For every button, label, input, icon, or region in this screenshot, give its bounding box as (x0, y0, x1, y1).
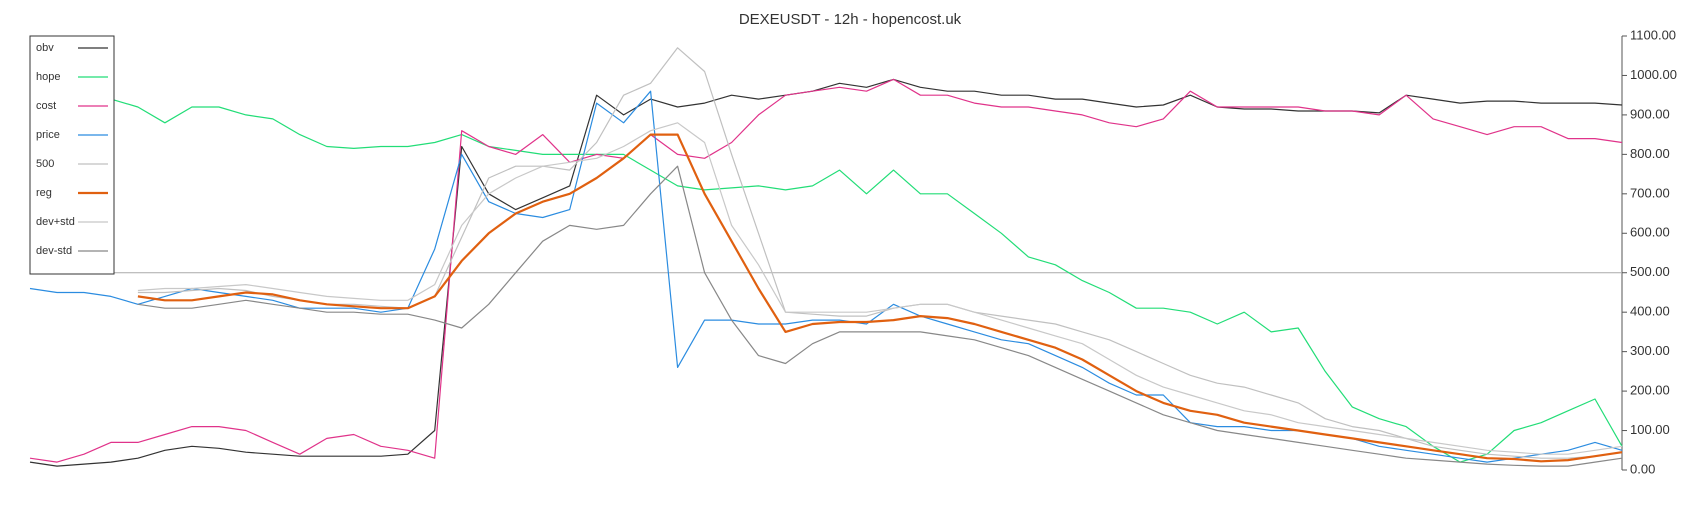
y-tick-label: 900.00 (1630, 106, 1670, 121)
series-line (137, 122, 1623, 455)
legend-label: hope (36, 71, 60, 83)
y-tick-label: 1000.00 (1630, 67, 1677, 82)
series-line (137, 133, 1623, 463)
y-tick-label: 0.00 (1630, 461, 1655, 476)
y-tick-label: 800.00 (1630, 146, 1670, 161)
series-line (29, 78, 1623, 463)
legend-label: dev+std (36, 216, 75, 228)
y-tick-label: 400.00 (1630, 304, 1670, 319)
y-tick-label: 1100.00 (1630, 27, 1676, 42)
series-line (137, 165, 1623, 467)
legend-label: price (36, 129, 60, 141)
legend-label: cost (36, 100, 56, 112)
chart-title: DEXEUSDT - 12h - hopencost.uk (739, 11, 962, 28)
series-line (29, 90, 1623, 463)
y-tick-label: 500.00 (1630, 264, 1670, 279)
legend-label: obv (36, 42, 54, 54)
y-tick-label: 700.00 (1630, 185, 1670, 200)
y-tick-label: 600.00 (1630, 225, 1670, 240)
series-line (137, 47, 1623, 459)
legend-label: reg (36, 187, 52, 199)
legend-label: 500 (36, 158, 54, 170)
y-tick-label: 200.00 (1630, 383, 1670, 398)
series-line (110, 98, 1623, 463)
y-tick-label: 300.00 (1630, 343, 1670, 358)
legend-label: dev-std (36, 245, 72, 257)
legend-box (29, 35, 115, 275)
y-tick-label: 100.00 (1630, 422, 1670, 437)
